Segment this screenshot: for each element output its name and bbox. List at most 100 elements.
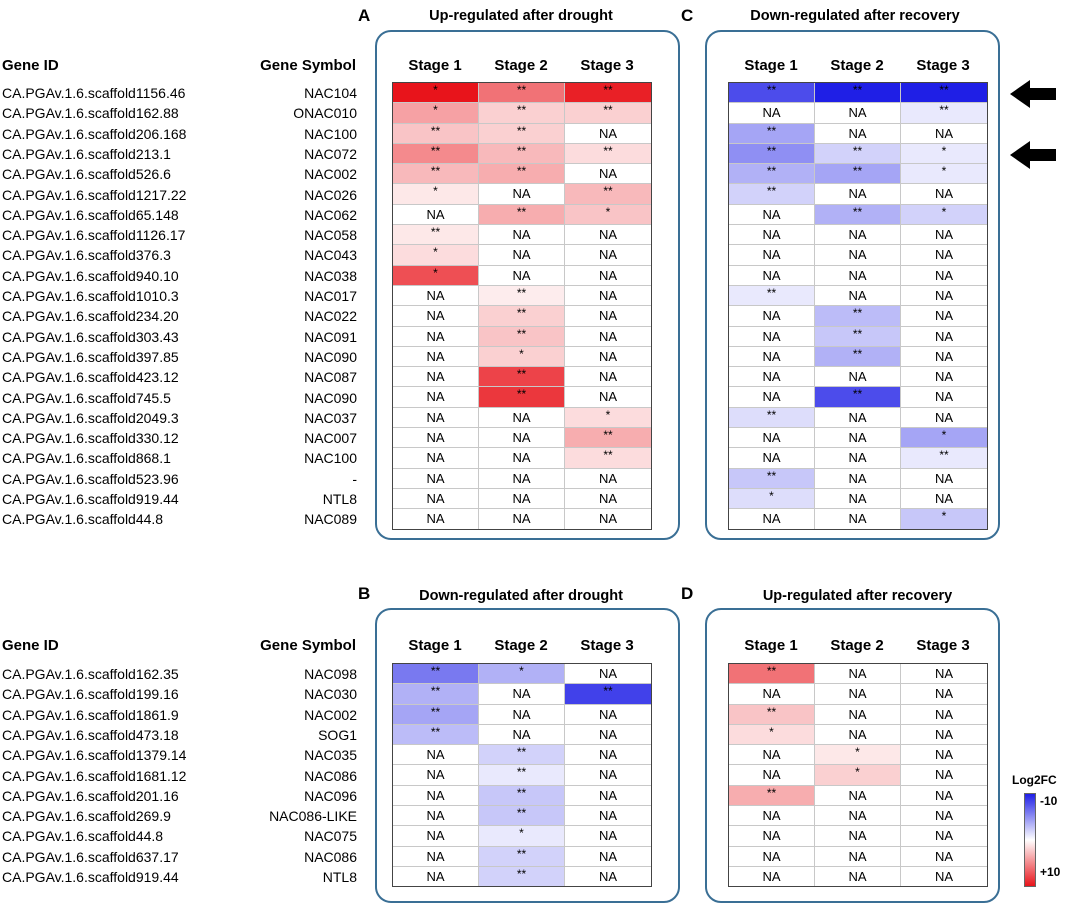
heatmap-cell: * xyxy=(479,346,565,368)
top-gene-row: CA.PGAv.1.6.scaffold1217.22 NAC026 xyxy=(2,185,357,205)
heatmap-cell: NA xyxy=(479,428,565,449)
heatmap-cell: NA xyxy=(901,265,987,286)
heatmap-cell: * xyxy=(479,826,565,847)
gene-id: CA.PGAv.1.6.scaffold162.88 xyxy=(2,105,179,122)
heatmap-cell: ** xyxy=(479,866,565,887)
heatmap-cell: NA xyxy=(729,806,815,827)
heatmap-cell: NA xyxy=(815,428,901,449)
legend-low-label: -10 xyxy=(1040,794,1058,808)
bottom-gene-row: CA.PGAv.1.6.scaffold1681.12 NAC086 xyxy=(2,766,357,786)
heatmap-cell: ** xyxy=(815,204,901,226)
heatmap-cell: * xyxy=(565,407,651,429)
heatmap-cell: NA xyxy=(393,846,479,867)
heatmap-cell: ** xyxy=(479,765,565,786)
gene-id: CA.PGAv.1.6.scaffold473.18 xyxy=(2,726,179,743)
heatmap-cell: NA xyxy=(729,826,815,847)
heatmap-cell: NA xyxy=(815,509,901,529)
heatmap-cell: NA xyxy=(815,245,901,266)
heatmap-cell: * xyxy=(729,488,815,510)
gene-id: CA.PGAv.1.6.scaffold44.8 xyxy=(2,511,164,528)
gene-symbol: NAC104 xyxy=(304,85,357,101)
heatmap-cell: ** xyxy=(393,225,479,246)
gene-id: CA.PGAv.1.6.scaffold303.43 xyxy=(2,328,179,345)
arrow-left-icon xyxy=(1010,80,1056,108)
legend-high-label: +10 xyxy=(1040,865,1061,879)
top-gene-row: CA.PGAv.1.6.scaffold745.5 NAC090 xyxy=(2,388,357,408)
gene-symbol: NAC072 xyxy=(304,145,357,162)
top-gene-row: CA.PGAv.1.6.scaffold526.6 NAC002 xyxy=(2,164,357,184)
heatmap-cell: NA xyxy=(565,123,651,144)
top-gene-row: CA.PGAv.1.6.scaffold919.44 NTL8 xyxy=(2,489,357,509)
heatmap-cell: * xyxy=(393,245,479,266)
heatmap-cell: ** xyxy=(729,285,815,307)
heatmap-cell: NA xyxy=(393,285,479,307)
heatmap-cell: NA xyxy=(479,407,565,429)
heatmap-cell: * xyxy=(901,164,987,185)
heatmap-cell: NA xyxy=(729,326,815,347)
heatmap-cell: NA xyxy=(565,785,651,807)
gene-id: CA.PGAv.1.6.scaffold2049.3 xyxy=(2,409,179,426)
heatmap-cell: NA xyxy=(393,428,479,449)
heatmap-cell: ** xyxy=(901,83,987,104)
gene-id: CA.PGAv.1.6.scaffold919.44 xyxy=(2,869,179,885)
panel-b-letter: B xyxy=(358,584,371,603)
heatmap-cell: NA xyxy=(901,326,987,347)
gene-id: CA.PGAv.1.6.scaffold206.168 xyxy=(2,125,187,142)
heatmap-cell: NA xyxy=(729,846,815,867)
heatmap-a: * ** ** * ** ** ** ** NA ** ** ** ** ** NA * NA ** NA ** * **… xyxy=(392,82,652,530)
heatmap-cell: * xyxy=(901,509,987,529)
heatmap-cell: NA xyxy=(729,204,815,226)
top-gene-row: CA.PGAv.1.6.scaffold1126.17 NAC058 xyxy=(2,225,357,245)
gene-id: CA.PGAv.1.6.scaffold423.12 xyxy=(2,369,179,386)
heatmap-cell: NA xyxy=(901,785,987,807)
bottom-gene-row: CA.PGAv.1.6.scaffold201.16 NAC096 xyxy=(2,786,357,806)
gene-symbol: NAC086 xyxy=(304,848,357,865)
heatmap-d: ** NA NA NA NA NA ** NA NA * NA NA NA * NA NA * NA ** NA NA N… xyxy=(728,663,988,888)
bottom-gene-row: CA.PGAv.1.6.scaffold269.9 NAC086-LIKE xyxy=(2,806,357,826)
gene-symbol: NTL8 xyxy=(322,491,357,507)
panel-b-stage-3: Stage 3 xyxy=(580,637,634,654)
panel-b-box xyxy=(375,608,680,903)
gene-symbol: NAC035 xyxy=(304,747,357,764)
top-gene-row: CA.PGAv.1.6.scaffold2049.3 NAC037 xyxy=(2,408,357,428)
gene-id: CA.PGAv.1.6.scaffold745.5 xyxy=(2,389,171,406)
heatmap-cell: * xyxy=(393,184,479,205)
heatmap-cell: * xyxy=(729,724,815,746)
heatmap-cell: ** xyxy=(479,326,565,347)
top-gene-row: CA.PGAv.1.6.scaffold303.43 NAC091 xyxy=(2,327,357,347)
panel-b-stage-2: Stage 2 xyxy=(494,637,548,654)
heatmap-cell: ** xyxy=(565,684,651,705)
heatmap-cell: NA xyxy=(393,785,479,807)
heatmap-cell: ** xyxy=(479,306,565,327)
gene-symbol: SOG1 xyxy=(318,726,357,743)
heatmap-cell: NA xyxy=(393,204,479,226)
top-gene-row: CA.PGAv.1.6.scaffold65.148 NAC062 xyxy=(2,205,357,225)
heatmap-cell: NA xyxy=(901,664,987,685)
heatmap-cell: NA xyxy=(815,468,901,489)
heatmap-cell: ** xyxy=(565,103,651,124)
heatmap-cell: NA xyxy=(479,265,565,286)
gene-symbol: NAC090 xyxy=(304,348,357,365)
heatmap-cell: ** xyxy=(393,704,479,725)
gene-symbol: NAC038 xyxy=(304,267,357,284)
heatmap-cell: * xyxy=(815,745,901,766)
gene-symbol: NAC090 xyxy=(304,389,357,406)
heatmap-cell: ** xyxy=(815,387,901,408)
gene-symbol: NAC017 xyxy=(304,288,357,304)
heatmap-cell: ** xyxy=(479,143,565,165)
heatmap-cell: NA xyxy=(565,367,651,388)
heatmap-cell: NA xyxy=(815,806,901,827)
gene-symbol: NAC062 xyxy=(304,206,357,223)
gene-id: CA.PGAv.1.6.scaffold1379.14 xyxy=(2,747,187,764)
heatmap-cell: NA xyxy=(729,765,815,786)
heatmap-cell: NA xyxy=(729,346,815,368)
heatmap-cell: NA xyxy=(815,846,901,867)
heatmap-cell: NA xyxy=(565,387,651,408)
top-gene-row: CA.PGAv.1.6.scaffold234.20 NAC022 xyxy=(2,306,357,326)
panel-b-stage-1: Stage 1 xyxy=(408,637,462,654)
heatmap-cell: ** xyxy=(729,143,815,165)
heatmap-cell: NA xyxy=(565,806,651,827)
panel-b-title: Down-regulated after drought xyxy=(419,588,623,604)
gene-id: CA.PGAv.1.6.scaffold1010.3 xyxy=(2,288,179,304)
heatmap-cell: ** xyxy=(565,184,651,205)
